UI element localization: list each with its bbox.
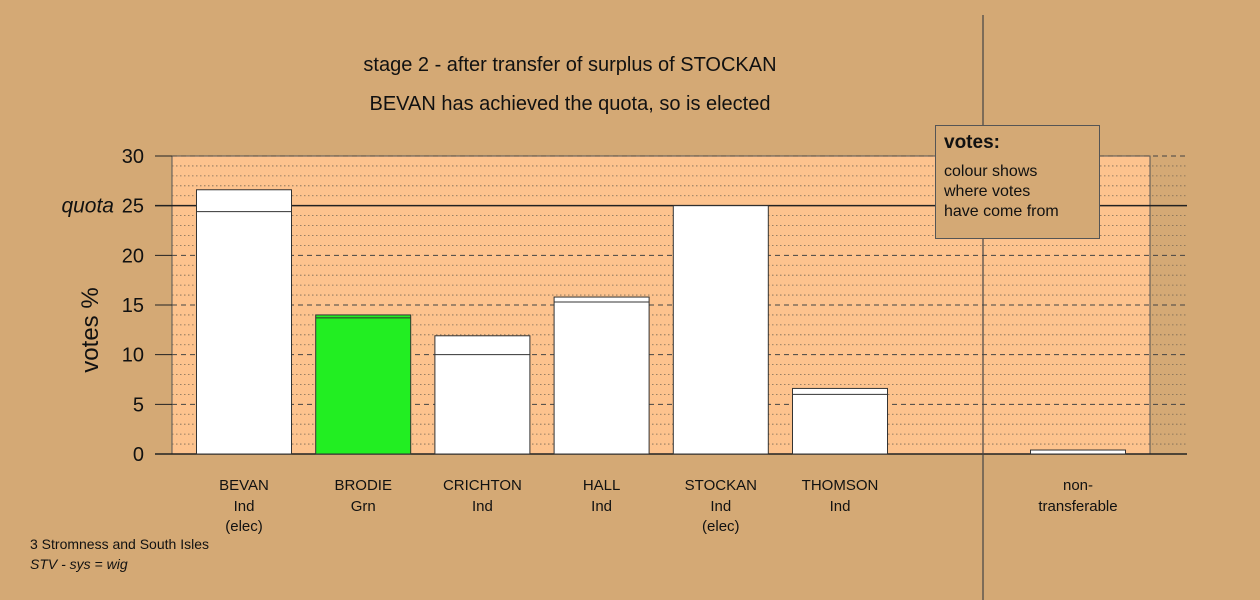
x-label-party: Grn <box>351 498 376 515</box>
x-label-status: (elec) <box>225 518 263 535</box>
y-axis-label: votes % <box>77 287 104 372</box>
x-label-party: Ind <box>472 498 493 515</box>
legend-line-1: colour shows <box>944 163 1038 180</box>
x-label-party: Ind <box>710 498 731 515</box>
y-tick-label: 15 <box>122 295 144 317</box>
x-label-party: Ind <box>591 498 612 515</box>
y-tick-label: 30 <box>122 146 144 168</box>
x-label-nontransferable-1: non- <box>1063 477 1093 494</box>
x-label-name: CRICHTON <box>443 477 522 494</box>
bar-crichton <box>434 335 531 455</box>
legend-line-3: have come from <box>944 203 1059 220</box>
y-tick-label: 0 <box>133 444 144 466</box>
chart-subtitle: BEVAN has achieved the quota, so is elec… <box>369 93 771 115</box>
x-label-name: HALL <box>583 477 621 494</box>
y-tick-label: 5 <box>133 394 144 416</box>
y-tick-label: 20 <box>122 245 144 267</box>
x-label-name: BRODIE <box>334 477 392 494</box>
x-label-nontransferable-2: transferable <box>1038 498 1117 515</box>
y-tick-label: 25 <box>122 196 144 218</box>
x-label-party: Ind <box>830 498 851 515</box>
quota-label: quota <box>61 195 114 218</box>
x-label-party: Ind <box>234 498 255 515</box>
bar-thomson <box>792 387 888 455</box>
bar-hall <box>553 296 650 455</box>
bar-nontransferable <box>1030 449 1126 455</box>
legend-title: votes: <box>944 132 1000 153</box>
footer-system: STV - sys = wig <box>30 556 128 572</box>
x-label-name: THOMSON <box>802 477 879 494</box>
bar-stockan <box>672 205 769 455</box>
x-label-name: STOCKAN <box>685 477 757 494</box>
y-tick-label: 10 <box>122 345 144 367</box>
legend-line-2: where votes <box>944 183 1031 200</box>
legend-box: votes: colour shows where votes have com… <box>935 125 1100 239</box>
chart-title: stage 2 - after transfer of surplus of S… <box>363 54 777 76</box>
bar-bevan <box>196 189 292 455</box>
bar-brodie <box>315 314 412 455</box>
x-label-name: BEVAN <box>219 477 269 494</box>
footer-constituency: 3 Stromness and South Isles <box>30 536 209 552</box>
x-label-status: (elec) <box>702 518 740 535</box>
